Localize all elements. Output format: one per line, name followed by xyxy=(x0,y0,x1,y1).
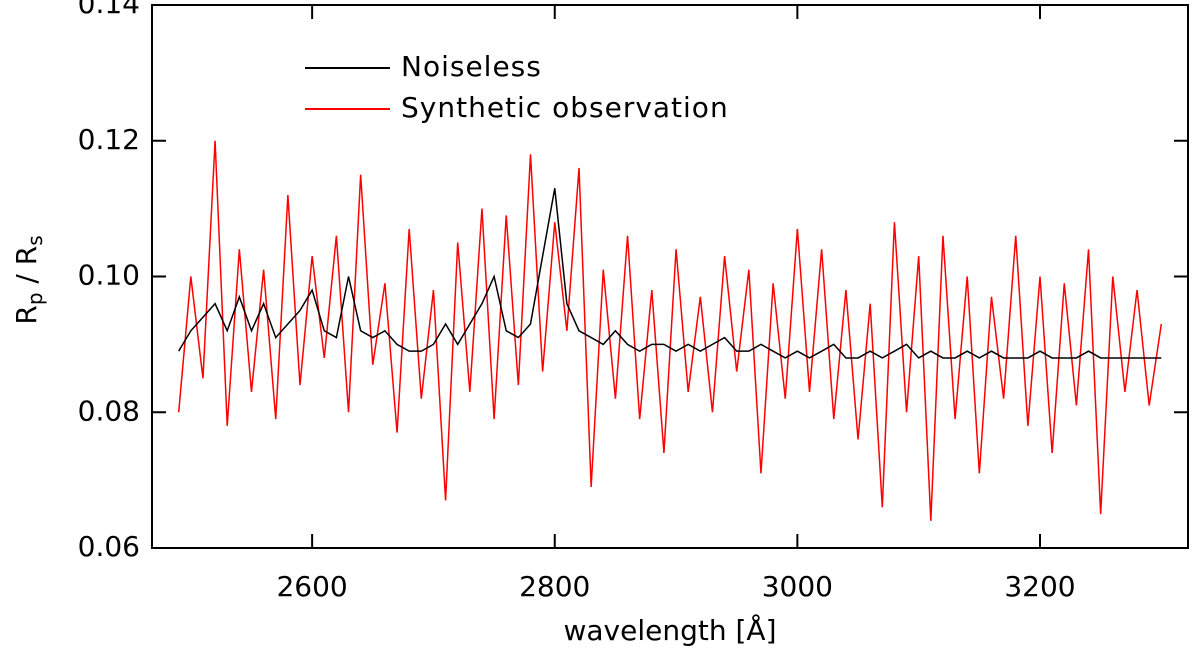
series-line xyxy=(177,140,1163,521)
legend-label: Noiseless xyxy=(401,50,542,83)
y-label-part: / R xyxy=(10,246,43,293)
y-tick-label: 0.12 xyxy=(78,123,140,156)
y-axis-label: Rp / Rs xyxy=(10,235,47,324)
y-label-part: R xyxy=(10,305,43,324)
y-tick-label: 0.08 xyxy=(78,394,140,427)
y-label-sub: p xyxy=(23,292,47,305)
x-axis-label: wavelength [Å] xyxy=(563,613,776,647)
y-tick-label: 0.06 xyxy=(78,530,140,563)
x-tick-label: 3200 xyxy=(1004,570,1075,603)
y-tick-label: 0.10 xyxy=(78,259,140,292)
plot-frame xyxy=(151,4,1189,549)
y-label-sub: s xyxy=(23,235,47,245)
x-tick-label: 2600 xyxy=(276,570,347,603)
legend-label: Synthetic observation xyxy=(401,91,729,124)
x-tick-label: 2800 xyxy=(519,570,590,603)
series-line xyxy=(178,188,1162,359)
x-tick-label: 3000 xyxy=(762,570,833,603)
y-tick-label: 0.14 xyxy=(78,0,140,20)
